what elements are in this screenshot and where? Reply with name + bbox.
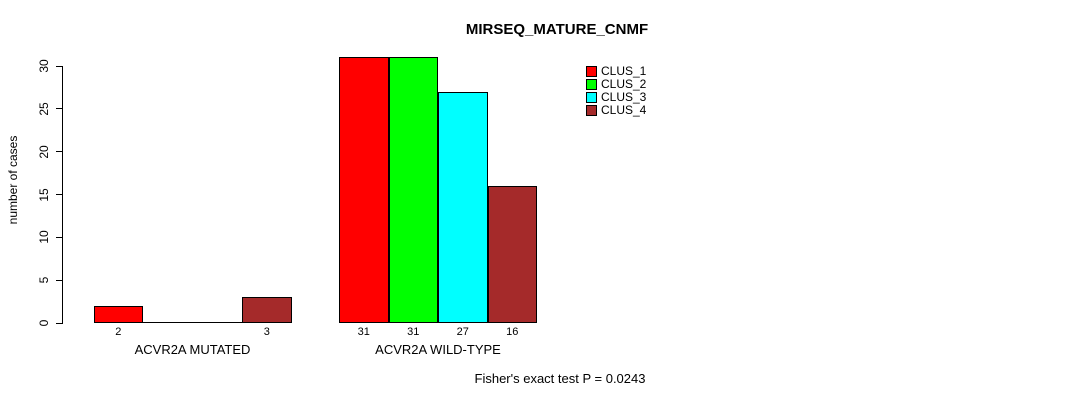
y-tick-label: 0 (37, 319, 51, 327)
y-tick-label: 10 (37, 230, 51, 245)
y-axis-line (62, 66, 63, 324)
y-tick-label: 20 (37, 144, 51, 159)
bar-clus_3 (438, 91, 488, 323)
y-axis-tick (56, 322, 62, 324)
bar-clus_3-zero (192, 322, 242, 323)
y-tick-label: 25 (37, 102, 51, 116)
legend-label: CLUS_3 (601, 90, 647, 104)
legend-swatch (586, 66, 597, 77)
bar-clus_4 (242, 297, 292, 323)
bar-clus_1 (93, 305, 143, 323)
x-category-label: ACVR2A WILD-TYPE (375, 342, 501, 357)
legend-item-clus_2: CLUS_2 (586, 77, 647, 91)
bar-value-label: 27 (456, 326, 469, 338)
annotation-fisher-test: Fisher's exact test P = 0.0243 (474, 371, 646, 386)
legend: CLUS_1 CLUS_2 CLUS_3 CLUS_4 (586, 64, 647, 117)
bar-clus_2 (388, 57, 438, 323)
y-axis-tick (56, 236, 62, 238)
y-axis-tick (56, 151, 62, 153)
legend-label: CLUS_2 (601, 77, 647, 91)
legend-item-clus_4: CLUS_4 (586, 103, 647, 117)
x-category-label: ACVR2A MUTATED (134, 342, 251, 357)
bar-value-label: 16 (506, 326, 519, 338)
y-tick-label: 15 (37, 187, 51, 202)
y-axis-tick (56, 194, 62, 195)
bar-value-label: 2 (115, 326, 122, 338)
bar-value-label: 31 (407, 326, 420, 338)
bar-value-label: 31 (357, 326, 370, 338)
bar-clus_2-zero (143, 322, 193, 323)
y-tick-label: 30 (37, 59, 51, 73)
y-tick-label: 5 (37, 276, 51, 284)
legend-swatch (586, 92, 597, 103)
legend-item-clus_1: CLUS_1 (586, 64, 647, 78)
legend-swatch (586, 105, 597, 116)
chart-title: MIRSEQ_MATURE_CNMF (465, 21, 649, 38)
y-axis-tick (56, 279, 62, 281)
bar-clus_1 (339, 57, 389, 323)
bar-value-label: 3 (263, 326, 270, 338)
legend-swatch (586, 79, 597, 90)
y-axis-tick (56, 65, 62, 67)
legend-label: CLUS_1 (601, 64, 647, 78)
y-axis-tick (56, 108, 62, 110)
bar-clus_4 (487, 185, 537, 323)
legend-item-clus_3: CLUS_3 (586, 90, 647, 104)
legend-label: CLUS_4 (601, 103, 647, 117)
